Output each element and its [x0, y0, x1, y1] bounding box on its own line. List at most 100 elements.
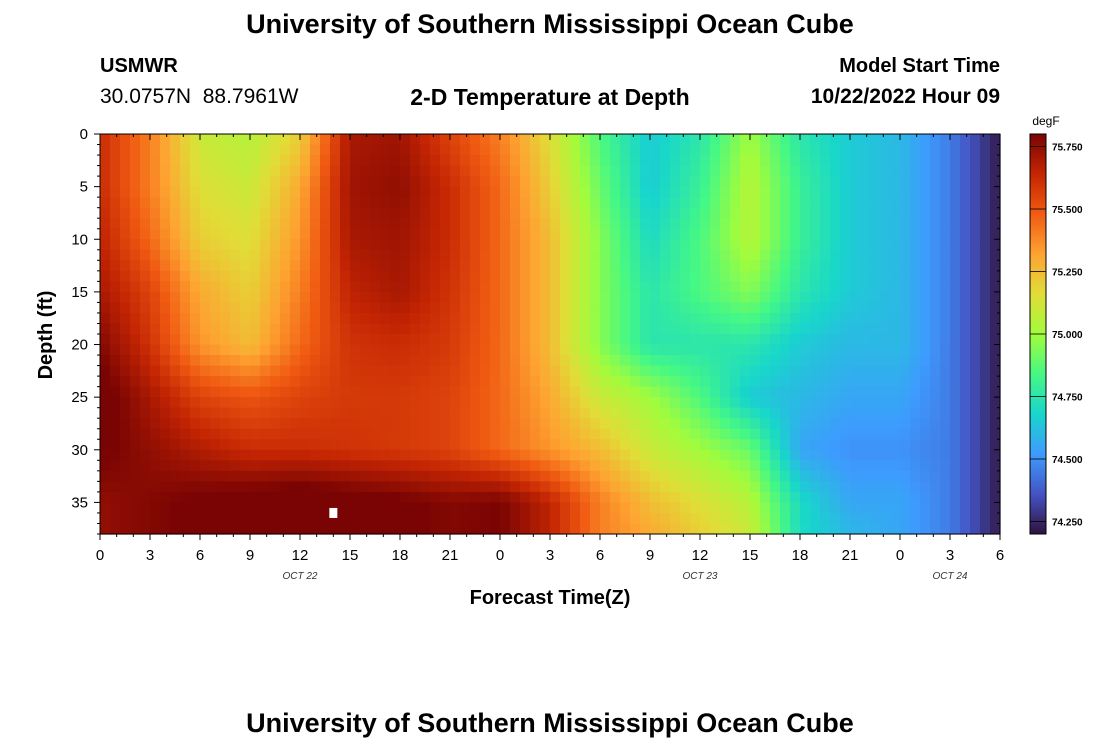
heatmap-cell — [880, 228, 891, 240]
heatmap-cell — [480, 428, 491, 440]
heatmap-cell — [160, 460, 171, 472]
heatmap-cell — [860, 228, 871, 240]
heatmap-cell — [890, 270, 901, 282]
heatmap-cell — [270, 207, 281, 219]
heatmap-cell — [720, 165, 731, 177]
heatmap-cell — [210, 491, 221, 504]
heatmap-cell — [420, 249, 431, 261]
heatmap-cell — [420, 176, 431, 188]
heatmap-cell — [340, 334, 351, 346]
heatmap-cell — [250, 186, 261, 198]
heatmap-cell — [800, 302, 811, 314]
heatmap-cell — [560, 228, 571, 240]
heatmap-cell — [790, 386, 801, 398]
heatmap-cell — [740, 323, 751, 335]
heatmap-cell — [750, 144, 761, 156]
heatmap-cell — [440, 407, 451, 419]
heatmap-cell — [860, 302, 871, 314]
heatmap-cell — [650, 270, 661, 282]
heatmap-cell — [420, 460, 431, 472]
heatmap-cell — [450, 260, 461, 272]
heatmap-cell — [590, 144, 601, 156]
heatmap-cell — [980, 470, 991, 482]
heatmap-cell — [210, 144, 221, 156]
heatmap-cell — [510, 186, 521, 198]
heatmap-cell — [450, 386, 461, 398]
heatmap-cell — [340, 428, 351, 440]
heatmap-cell — [950, 334, 961, 346]
heatmap-cell — [880, 207, 891, 219]
heatmap-cell — [250, 165, 261, 177]
heatmap-cell — [980, 449, 991, 461]
heatmap-cell — [500, 523, 511, 535]
heatmap-cell — [730, 428, 741, 440]
heatmap-cell — [370, 418, 381, 430]
heatmap-cell — [580, 302, 591, 314]
heatmap-cell — [340, 197, 351, 209]
heatmap-cell — [830, 460, 841, 472]
heatmap-cell — [220, 165, 231, 177]
heatmap-cell — [210, 355, 221, 367]
heatmap-cell — [880, 155, 891, 167]
heatmap-cell — [710, 481, 721, 493]
heatmap-cell — [500, 207, 511, 219]
heatmap-cell — [550, 523, 561, 535]
heatmap-cell — [270, 407, 281, 419]
heatmap-cell — [670, 449, 681, 461]
heatmap-cell — [370, 355, 381, 367]
heatmap-cell — [570, 407, 581, 419]
heatmap-cell — [860, 365, 871, 377]
heatmap-cell — [850, 481, 861, 493]
heatmap-cell — [170, 207, 181, 219]
heatmap-cell — [160, 397, 171, 409]
heatmap-cell — [960, 249, 971, 261]
heatmap-cell — [960, 144, 971, 156]
heatmap-cell — [260, 481, 271, 493]
heatmap-cell — [780, 207, 791, 219]
heatmap-cell — [780, 281, 791, 293]
heatmap-cell — [240, 144, 251, 156]
heatmap-cell — [520, 260, 531, 272]
heatmap-cell — [420, 365, 431, 377]
heatmap-cell — [560, 291, 571, 304]
heatmap-cell — [990, 365, 1001, 377]
heatmap-cell — [310, 239, 321, 251]
heatmap-cell — [640, 470, 651, 482]
heatmap-cell — [520, 281, 531, 293]
heatmap-cell — [500, 144, 511, 156]
x-tick-label: 18 — [392, 547, 409, 564]
heatmap-cell — [140, 249, 151, 261]
heatmap-cell — [520, 334, 531, 346]
heatmap-cell — [310, 155, 321, 167]
heatmap-cell — [850, 186, 861, 198]
heatmap-cell — [710, 260, 721, 272]
heatmap-cell — [140, 165, 151, 177]
heatmap-cell — [440, 249, 451, 261]
heatmap-cell — [780, 302, 791, 314]
heatmap-cell — [580, 386, 591, 398]
heatmap-cell — [530, 197, 541, 209]
heatmap-cell — [410, 249, 421, 261]
heatmap-cell — [470, 144, 481, 156]
heatmap-cell — [610, 344, 621, 356]
heatmap-cell — [130, 449, 141, 461]
heatmap-cell — [360, 376, 371, 388]
heatmap-cell — [730, 207, 741, 219]
heatmap-cell — [710, 291, 721, 304]
heatmap-cell — [370, 376, 381, 388]
heatmap-cell — [310, 218, 321, 230]
heatmap-cell — [120, 176, 131, 188]
heatmap-cell — [560, 502, 571, 514]
heatmap-cell — [860, 523, 871, 535]
heatmap-cell — [270, 439, 281, 451]
heatmap-cell — [300, 334, 311, 346]
heatmap-cell — [380, 460, 391, 472]
heatmap-cell — [440, 523, 451, 535]
heatmap-cell — [130, 270, 141, 282]
heatmap-cell — [130, 134, 141, 146]
heatmap-cell — [660, 334, 671, 346]
heatmap-cell — [150, 218, 161, 230]
heatmap-cell — [140, 481, 151, 493]
heatmap-cell — [620, 376, 631, 388]
heatmap-cell — [290, 239, 301, 251]
